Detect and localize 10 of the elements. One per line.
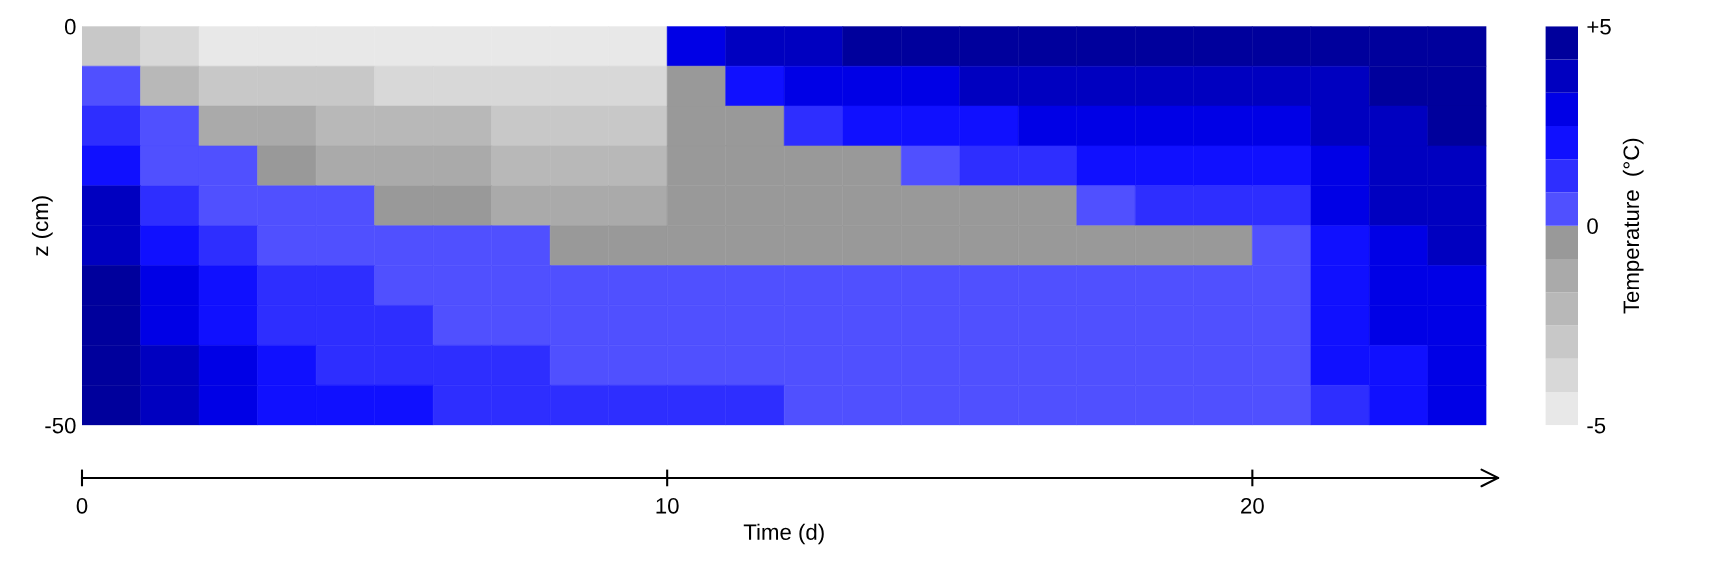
color-bar-label: -5 — [1587, 417, 1606, 434]
x-tick-label: 20 — [1241, 497, 1264, 514]
color-bar-title: Temperature (°C) — [1622, 138, 1644, 314]
x-tick-label: 10 — [656, 497, 679, 514]
x-tick-label: 0 — [76, 497, 88, 514]
color-bar-label: +5 — [1587, 19, 1611, 35]
x-axis-title: Time (d) — [743, 523, 824, 545]
color-bar-label: 0 — [1587, 218, 1598, 234]
y-axis-title: z (cm) — [31, 196, 53, 256]
y-tick-label: -50 — [45, 417, 76, 434]
